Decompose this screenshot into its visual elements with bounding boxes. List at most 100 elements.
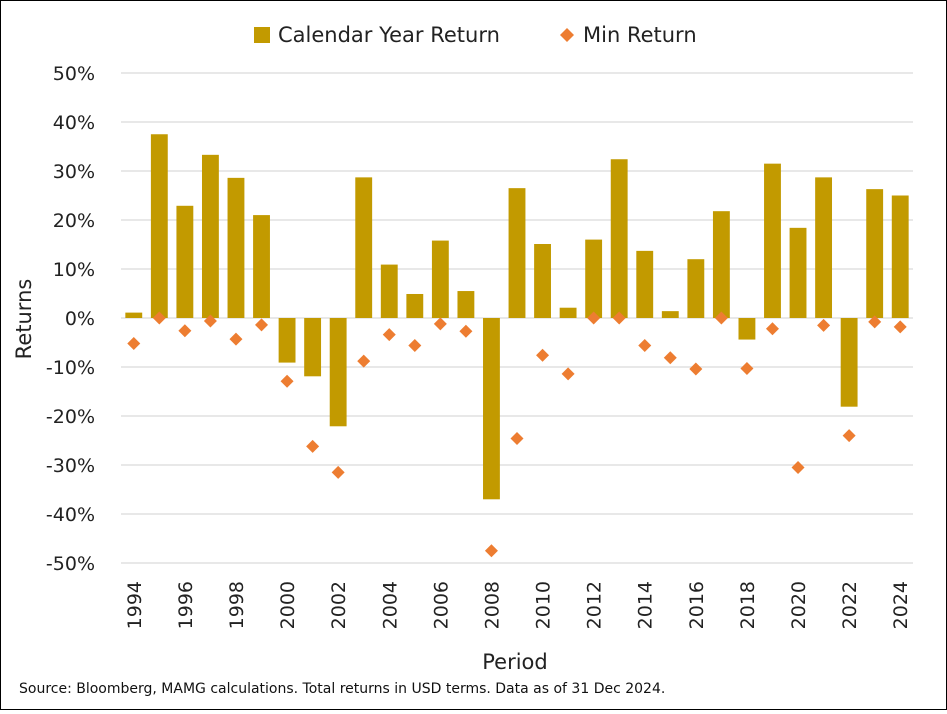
bar-2018: [738, 318, 756, 340]
bar-2001: [304, 318, 322, 377]
min-marker-2022: [842, 429, 856, 443]
bar-2006: [431, 240, 449, 318]
bars: [125, 134, 909, 500]
min-marker-2023: [868, 315, 882, 329]
legend-marker-swatch: [560, 28, 574, 42]
legend: Calendar Year Return Min Return: [254, 23, 697, 47]
legend-marker-label: Min Return: [583, 23, 697, 47]
x-tick-label: 2018: [737, 581, 759, 629]
x-tick-label: 2006: [430, 581, 452, 629]
y-tick-label: 40%: [53, 112, 95, 134]
y-tick-label: -50%: [46, 553, 95, 575]
y-tick-label: -10%: [46, 357, 95, 379]
bar-2007: [457, 291, 475, 318]
min-marker-2021: [817, 318, 831, 332]
x-tick-label: 2002: [328, 581, 350, 629]
x-tick-label: 2004: [379, 581, 401, 629]
min-marker-2001: [306, 439, 320, 453]
x-tick-label: 1996: [175, 581, 197, 629]
legend-bar-label: Calendar Year Return: [278, 23, 500, 47]
y-axis-title: Returns: [12, 279, 36, 360]
legend-bar-swatch: [254, 27, 270, 43]
bar-2022: [840, 318, 858, 407]
min-marker-1998: [229, 332, 243, 346]
bar-2004: [380, 264, 398, 318]
min-marker-1999: [255, 318, 269, 332]
min-marker-2005: [408, 338, 422, 352]
min-marker-1997: [203, 314, 217, 328]
source-note: Source: Bloomberg, MAMG calculations. To…: [19, 681, 666, 697]
y-tick-label: -20%: [46, 406, 95, 428]
y-tick-label: -30%: [46, 455, 95, 477]
min-marker-2013: [612, 311, 626, 325]
y-tick-label: 50%: [53, 63, 95, 85]
y-tick-label: 30%: [53, 161, 95, 183]
bar-2011: [559, 307, 577, 318]
bar-1997: [201, 154, 219, 318]
min-marker-2016: [689, 362, 703, 376]
x-tick-label: 2016: [686, 581, 708, 629]
bar-2013: [610, 159, 628, 318]
min-marker-1996: [178, 324, 192, 338]
min-marker-2010: [536, 348, 550, 362]
min-marker-2015: [663, 351, 677, 365]
y-tick-label: -40%: [46, 504, 95, 526]
markers: [127, 311, 907, 558]
bar-2008: [483, 318, 500, 500]
min-marker-2008: [484, 544, 498, 558]
min-marker-2003: [357, 354, 371, 368]
bar-1996: [176, 205, 194, 318]
y-tick-label: 0%: [65, 308, 95, 330]
bar-2016: [687, 259, 705, 318]
min-marker-1994: [127, 336, 141, 350]
x-tick-label: 2022: [839, 581, 861, 629]
x-tick-label: 2020: [788, 581, 810, 629]
bar-2005: [406, 293, 424, 318]
min-marker-2007: [459, 324, 473, 338]
min-marker-1995: [152, 311, 166, 325]
x-tick-label: 1998: [226, 581, 248, 629]
bar-2014: [636, 250, 654, 318]
x-tick-label: 2024: [890, 581, 912, 629]
bar-2010: [534, 244, 551, 318]
bar-2000: [278, 318, 296, 363]
bar-1998: [227, 177, 245, 318]
bar-2021: [815, 177, 833, 318]
min-marker-2024: [893, 320, 907, 334]
bar-2002: [329, 318, 347, 427]
bar-1999: [253, 215, 270, 318]
min-marker-2017: [714, 311, 728, 325]
min-marker-2018: [740, 361, 754, 375]
bar-1995: [150, 134, 168, 318]
bar-2024: [891, 195, 909, 318]
bar-2023: [866, 189, 884, 318]
min-marker-2020: [791, 460, 805, 474]
min-marker-2006: [433, 317, 447, 331]
min-marker-2014: [638, 338, 652, 352]
x-tick-label: 2008: [481, 581, 503, 629]
bar-2019: [764, 163, 781, 318]
x-tick-label: 2014: [635, 581, 657, 629]
x-tick-label: 2012: [584, 581, 606, 629]
min-marker-2000: [280, 374, 294, 388]
x-tick-label: 2000: [277, 581, 299, 629]
bar-2009: [508, 188, 526, 318]
min-marker-2011: [561, 367, 575, 381]
x-axis-title: Period: [482, 650, 547, 674]
x-tick-label: 2010: [533, 581, 555, 629]
x-axis-ticks: 1994 1996 1998 2000 2002 2004 2006 2008 2010 2012…: [124, 581, 912, 629]
y-tick-label: 10%: [53, 259, 95, 281]
min-marker-2009: [510, 432, 524, 446]
min-marker-2019: [765, 322, 779, 336]
bar-1994: [125, 312, 143, 318]
x-tick-label: 1994: [124, 581, 146, 629]
bar-2017: [712, 211, 730, 318]
min-marker-2012: [587, 311, 601, 325]
y-tick-label: 20%: [53, 210, 95, 232]
bar-2020: [789, 227, 807, 318]
min-marker-2002: [331, 465, 345, 479]
bar-2015: [661, 311, 679, 318]
y-axis-ticks: 50% 40% 30% 20% 10% 0% -10% -20% -30% -40% -50%: [46, 63, 95, 575]
